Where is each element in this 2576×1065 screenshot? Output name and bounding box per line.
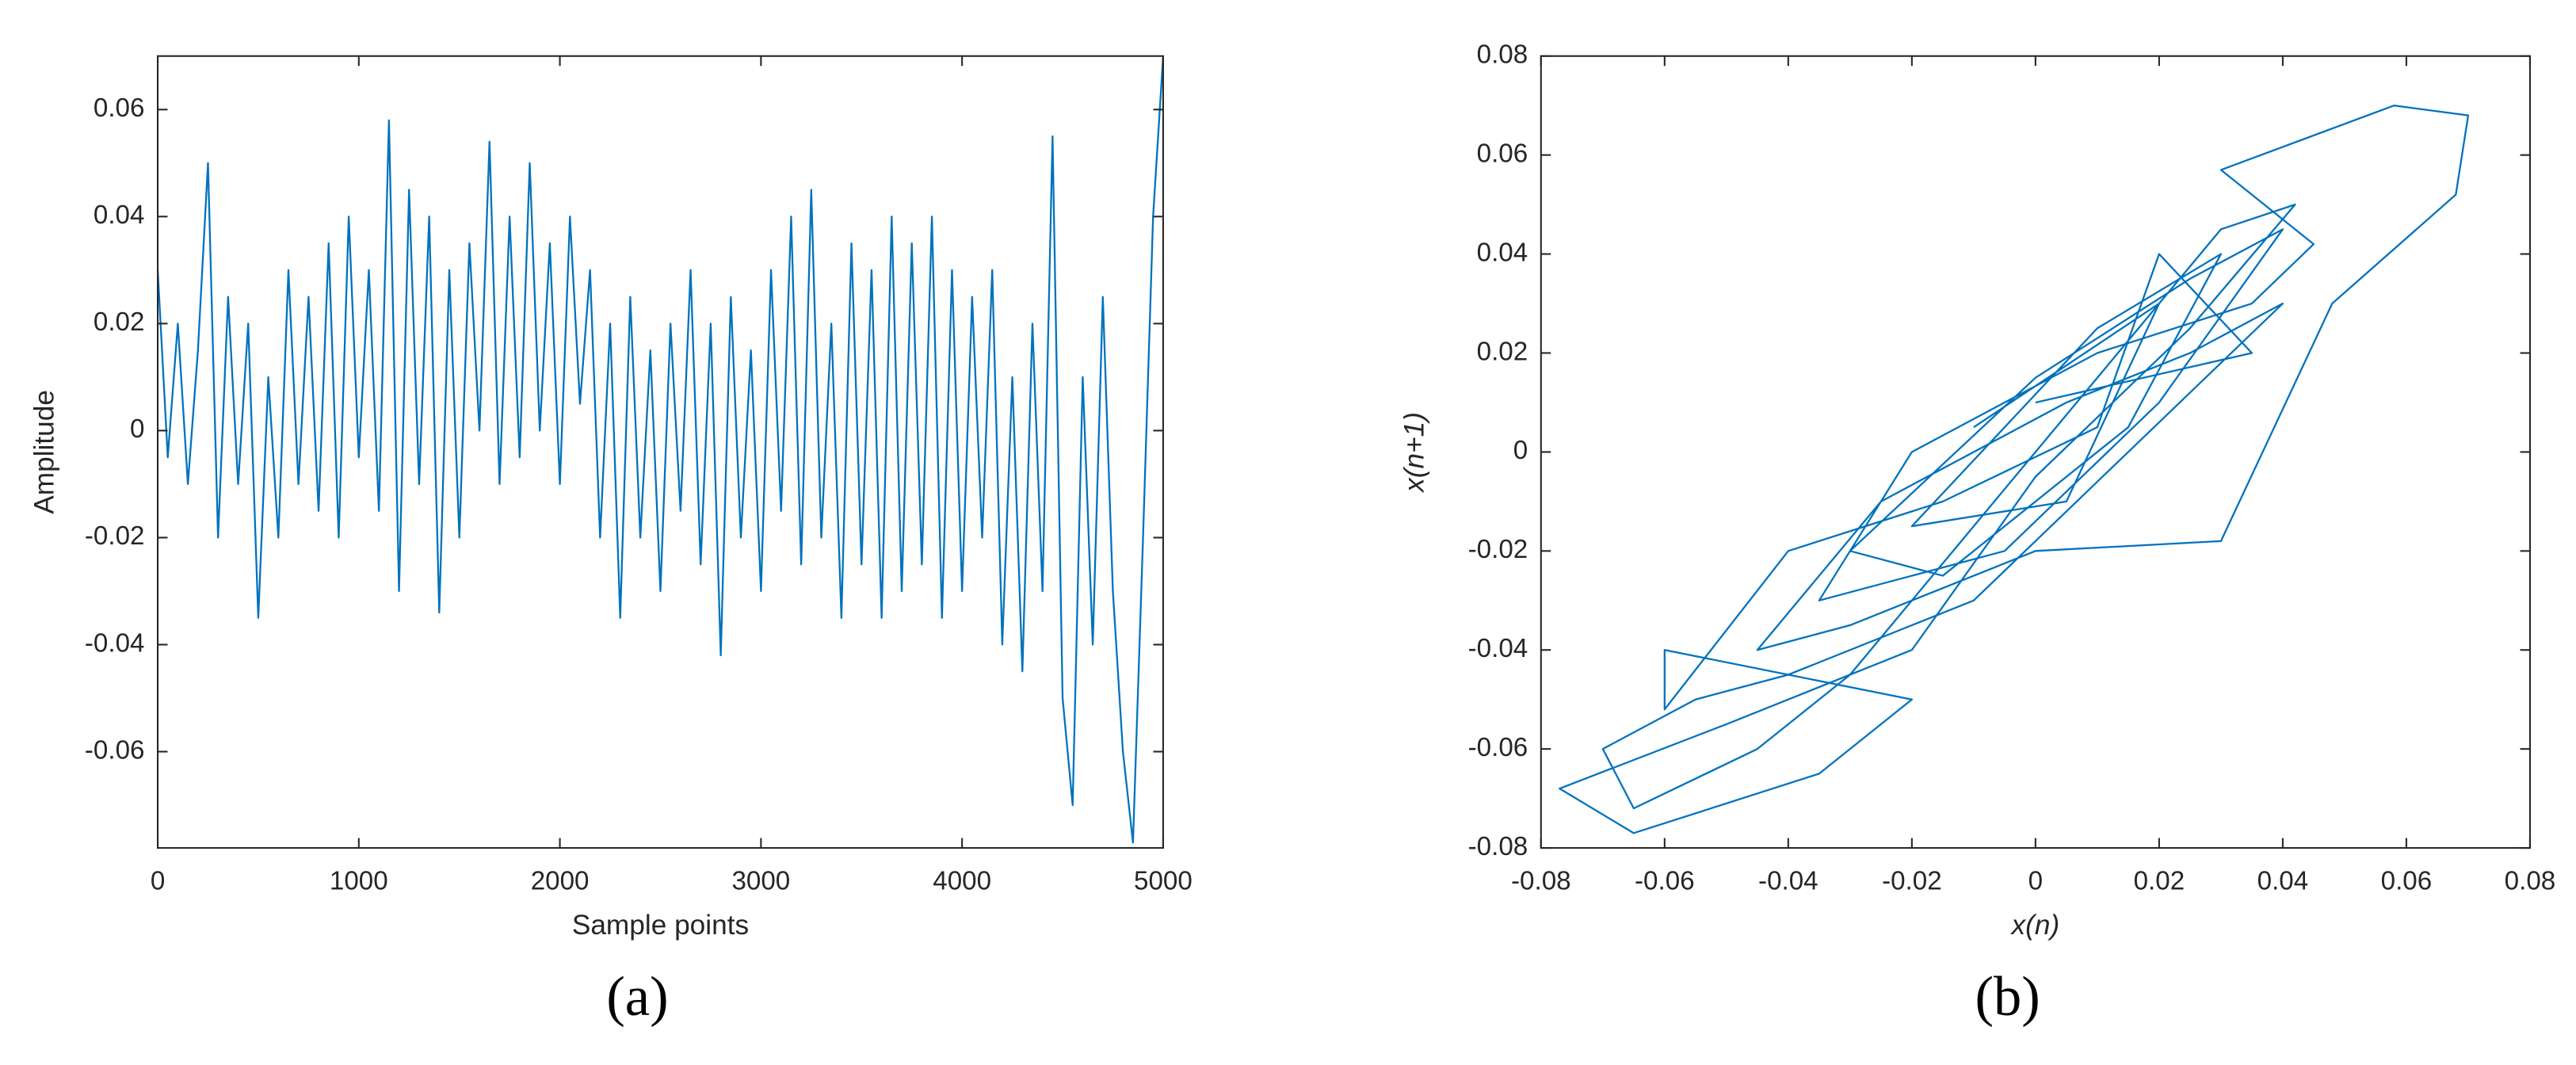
x-tick-label: 1000 bbox=[330, 866, 388, 895]
x-tick-label: 2000 bbox=[531, 866, 590, 895]
y-tick-label: -0.04 bbox=[1468, 634, 1528, 663]
y-tick-label: 0.06 bbox=[93, 94, 145, 123]
y-tick-label: -0.06 bbox=[1468, 733, 1528, 762]
data-line bbox=[158, 55, 1163, 844]
x-tick-label: 0 bbox=[151, 866, 165, 895]
y-tick-label: -0.02 bbox=[1468, 535, 1528, 564]
panel-label: (b) bbox=[1975, 966, 2040, 1028]
y-tick-label: 0.02 bbox=[1477, 337, 1528, 366]
x-tick-label: 4000 bbox=[933, 866, 991, 895]
x-axis-label: x(n) bbox=[2010, 910, 2060, 941]
y-tick-label: 0.06 bbox=[1477, 139, 1528, 168]
x-tick-label: 5000 bbox=[1134, 866, 1193, 895]
x-tick-label: 0.06 bbox=[2381, 866, 2433, 895]
y-tick-label: 0.04 bbox=[1477, 238, 1528, 267]
y-tick-label: 0 bbox=[130, 414, 144, 444]
y-tick-label: -0.02 bbox=[85, 521, 145, 551]
y-tick-label: -0.06 bbox=[85, 735, 145, 765]
y-tick-label: 0.02 bbox=[93, 307, 145, 337]
y-tick-label: -0.08 bbox=[1468, 832, 1528, 861]
x-tick-label: 0.04 bbox=[2257, 866, 2309, 895]
y-tick-label: 0 bbox=[1513, 436, 1528, 465]
y-tick-label: 0.08 bbox=[1477, 40, 1528, 69]
data-line bbox=[1559, 105, 2470, 834]
y-axis-label: Amplitude bbox=[29, 390, 59, 514]
y-tick-label: -0.04 bbox=[85, 628, 145, 658]
plot-frame bbox=[157, 55, 1164, 849]
panel-label: (a) bbox=[606, 966, 668, 1028]
x-tick-label: 3000 bbox=[731, 866, 790, 895]
y-tick-label: 0.04 bbox=[93, 200, 145, 230]
x-tick-label: 0 bbox=[2028, 866, 2043, 895]
x-tick-label: -0.06 bbox=[1635, 866, 1695, 895]
x-tick-label: -0.02 bbox=[1882, 866, 1942, 895]
x-tick-label: -0.04 bbox=[1758, 866, 1818, 895]
y-axis-label: x(n+1) bbox=[1399, 412, 1430, 494]
x-tick-label: 0.08 bbox=[2505, 866, 2556, 895]
x-axis-label: Sample points bbox=[572, 910, 749, 941]
x-tick-label: -0.08 bbox=[1511, 866, 1571, 895]
x-tick-label: 0.02 bbox=[2134, 866, 2185, 895]
